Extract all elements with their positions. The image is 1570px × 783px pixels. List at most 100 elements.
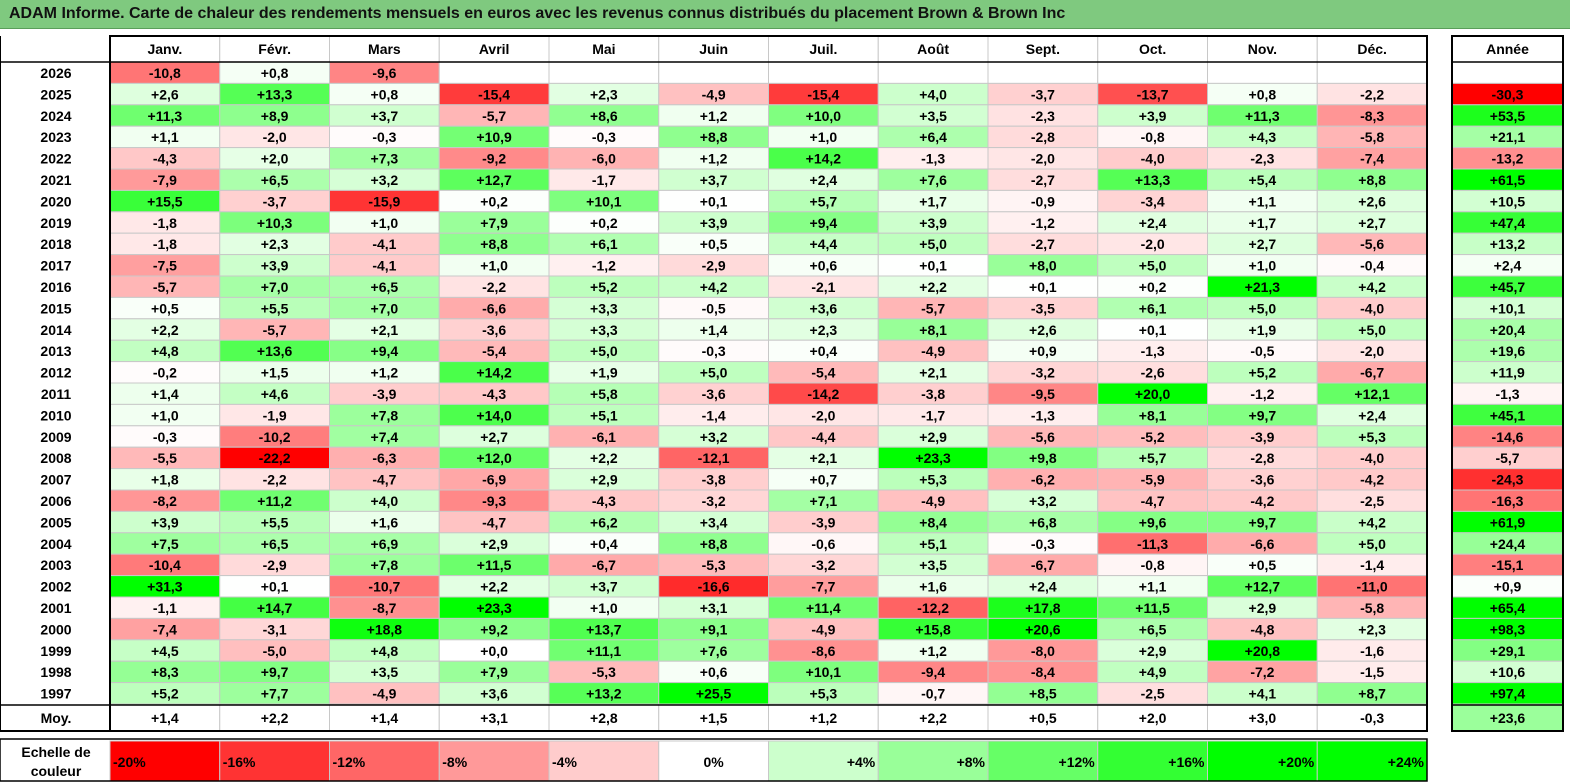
heatmap-cell-value: +2,9 [1249, 600, 1277, 616]
heatmap-cell-value: +5,5 [261, 514, 289, 530]
heatmap-cell-value: -6,7 [1360, 365, 1384, 381]
heatmap-cell-value: +2,9 [919, 429, 947, 445]
heatmap-cell-value: +0,5 [700, 236, 728, 252]
year-total-value: -16,3 [1492, 493, 1524, 509]
color-scale-label: couleur [31, 763, 82, 779]
color-scale-tick-label: -20% [113, 754, 146, 770]
heatmap-cell-value: -4,7 [1141, 493, 1165, 509]
heatmap-cell-value: -4,2 [1360, 472, 1384, 488]
heatmap-cell-value: +9,7 [1249, 407, 1277, 423]
year-total-value: +29,1 [1490, 643, 1526, 659]
heatmap-cell-value: +7,8 [371, 557, 399, 573]
heatmap-cell-value: +2,4 [1139, 215, 1167, 231]
heatmap-cell [438, 61, 550, 84]
heatmap-cell-value: -4,4 [811, 429, 835, 445]
heatmap-cell-value: +1,5 [261, 365, 289, 381]
average-value: +0,5 [1029, 710, 1057, 726]
heatmap-cell-value: +8,0 [1029, 258, 1057, 274]
heatmap-cell-value: +0,2 [590, 215, 618, 231]
heatmap-cell-value: +8,7 [1358, 686, 1386, 702]
heatmap-cell-value: +9,8 [1029, 450, 1057, 466]
heatmap-cell-value: -5,7 [153, 279, 177, 295]
chart-title: ADAM Informe. Carte de chaleur des rende… [9, 5, 1066, 22]
heatmap-cell-value: -3,6 [1250, 472, 1274, 488]
heatmap-cell-value: +3,4 [700, 514, 728, 530]
heatmap-cell-value: -7,5 [153, 258, 177, 274]
heatmap-cell-value: -8,6 [811, 643, 835, 659]
month-header-cell [987, 35, 1099, 63]
heatmap-cell-value: +9,1 [700, 621, 728, 637]
year-total-value: -13,2 [1492, 151, 1524, 167]
heatmap-cell-value: +10,1 [586, 193, 622, 209]
heatmap-cell-value: +2,9 [480, 536, 508, 552]
average-value: -0,3 [1360, 710, 1384, 726]
color-scale-swatch [1207, 740, 1318, 782]
heatmap-cell-value: +10,0 [806, 108, 842, 124]
heatmap-cell-value: -0,3 [372, 129, 396, 145]
heatmap-cell-value: -12,1 [698, 450, 730, 466]
heatmap-cell-value: +0,4 [590, 536, 618, 552]
heatmap-cell-value: -2,9 [263, 557, 287, 573]
heatmap-cell [987, 61, 1099, 84]
average-value: +1,2 [810, 710, 838, 726]
year-total-value: +11,9 [1490, 365, 1525, 381]
year-label: 2022 [40, 151, 71, 167]
month-header-label: Mars [368, 41, 401, 57]
heatmap-cell-value: +6,8 [1029, 514, 1057, 530]
heatmap-cell-value: -13,7 [1137, 86, 1169, 102]
heatmap-cell-value: -9,4 [921, 664, 945, 680]
year-total-value: +21,1 [1490, 129, 1526, 145]
year-label: 2019 [40, 215, 71, 231]
color-scale-tick-label: +8% [957, 754, 986, 770]
heatmap-cell-value: -2,6 [1141, 365, 1165, 381]
average-value: +1,4 [151, 710, 179, 726]
heatmap-cell-value: +0,0 [480, 643, 508, 659]
heatmap-cell-value: +2,3 [810, 322, 838, 338]
heatmap-cell-value: -1,2 [592, 258, 616, 274]
heatmap-cell [658, 61, 769, 84]
heatmap-cell-value: +2,6 [1029, 322, 1057, 338]
year-total-value: -15,1 [1492, 557, 1524, 573]
heatmap-cell-value: -5,4 [482, 343, 506, 359]
heatmap-cell-value: -2,3 [1031, 108, 1055, 124]
heatmap-cell-value: -0,8 [1141, 129, 1165, 145]
year-total-value: +19,6 [1490, 343, 1526, 359]
year-label: 2014 [40, 322, 71, 338]
heatmap-cell-value: -2,2 [482, 279, 506, 295]
heatmap-cell-value: -5,4 [811, 365, 835, 381]
heatmap-cell-value: +25,5 [696, 686, 732, 702]
heatmap-cell-value: +7,5 [151, 536, 179, 552]
heatmap-cell-value: +8,9 [261, 108, 289, 124]
heatmap-cell-value: +1,6 [919, 579, 947, 595]
heatmap-cell-value: -4,3 [153, 151, 177, 167]
month-header-label: Sept. [1026, 41, 1060, 57]
heatmap-cell-value: -10,4 [149, 557, 181, 573]
heatmap-cell-value: +12,0 [476, 450, 512, 466]
heatmap-cell-value: +1,8 [151, 472, 179, 488]
heatmap-cell-value: -0,3 [592, 129, 616, 145]
year-total-value: +0,9 [1494, 579, 1522, 595]
month-header-label: Juin [699, 41, 728, 57]
color-scale-border [0, 738, 1428, 782]
color-scale-swatch [548, 740, 660, 782]
heatmap-cell-value: +5,0 [1358, 536, 1386, 552]
average-value: +2,2 [261, 710, 289, 726]
heatmap-cell-value: -1,6 [1360, 643, 1384, 659]
heatmap-cell-value: +2,4 [1029, 579, 1057, 595]
heatmap-cell-value: -9,3 [482, 493, 506, 509]
heatmap-cell-value: +20,6 [1025, 621, 1061, 637]
year-label: 2007 [40, 472, 71, 488]
month-header-label: Juil. [809, 41, 837, 57]
heatmap-cell-value: +0,5 [151, 300, 179, 316]
heatmap-cell-value: +11,5 [477, 557, 512, 573]
heatmap-cell-value: +1,0 [371, 215, 399, 231]
heatmap-cell-value: -12,2 [917, 600, 949, 616]
color-scale-swatch [1097, 740, 1208, 782]
heatmap-cell-value: -0,4 [1360, 258, 1384, 274]
heatmap-cell-value: +8,3 [151, 664, 179, 680]
year-label: 2001 [40, 600, 71, 616]
heatmap-cell-value: +8,8 [1358, 172, 1386, 188]
heatmap-cell-value: +14,7 [257, 600, 293, 616]
color-scale-swatch [658, 740, 769, 782]
heatmap-cell-value: -4,9 [811, 621, 835, 637]
